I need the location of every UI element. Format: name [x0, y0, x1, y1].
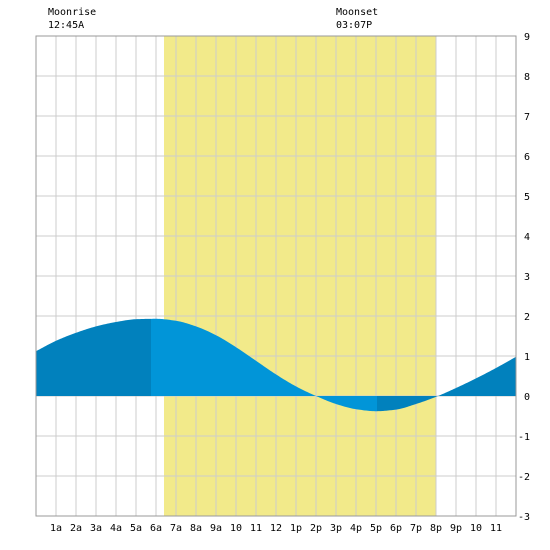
tide-area-night: [36, 318, 151, 396]
x-tick-label: 9p: [450, 523, 462, 534]
moonrise-label: Moonrise: [48, 7, 96, 18]
x-tick-label: 2p: [310, 523, 322, 534]
x-tick-label: 12: [270, 523, 282, 534]
y-tick-label: 4: [524, 232, 530, 243]
y-tick-label: 3: [524, 272, 530, 283]
x-tick-label: 9a: [210, 523, 222, 534]
y-tick-label: 5: [524, 192, 530, 203]
x-tick-label: 11: [490, 523, 502, 534]
tide-area-day: [151, 318, 377, 412]
x-tick-label: 11: [250, 523, 262, 534]
x-tick-label: 7p: [410, 523, 422, 534]
x-tick-label: 1p: [290, 523, 302, 534]
x-tick-label: 8a: [190, 523, 202, 534]
y-tick-label: -2: [518, 472, 530, 483]
x-tick-label: 1a: [50, 523, 62, 534]
x-tick-label: 6a: [150, 523, 162, 534]
x-tick-label: 7a: [170, 523, 182, 534]
x-tick-label: 5p: [370, 523, 382, 534]
x-tick-label: 3a: [90, 523, 102, 534]
x-tick-label: 2a: [70, 523, 82, 534]
moonrise-time: 12:45A: [48, 20, 84, 31]
y-tick-label: -3: [518, 512, 530, 523]
x-tick-label: 8p: [430, 523, 442, 534]
y-tick-label: 6: [524, 152, 530, 163]
y-tick-label: 1: [524, 352, 530, 363]
tide-area-night: [377, 356, 516, 412]
moonset-time: 03:07P: [336, 20, 372, 31]
x-tick-label: 4a: [110, 523, 122, 534]
moonset-label: Moonset: [336, 7, 378, 18]
x-tick-label: 10: [230, 523, 242, 534]
x-tick-label: 4p: [350, 523, 362, 534]
y-tick-label: -1: [518, 432, 530, 443]
plot-border: [35, 35, 517, 517]
x-tick-label: 5a: [130, 523, 142, 534]
x-tick-label: 6p: [390, 523, 402, 534]
y-tick-label: 0: [524, 392, 530, 403]
y-tick-label: 7: [524, 112, 530, 123]
y-tick-label: 9: [524, 32, 530, 43]
x-tick-label: 10: [470, 523, 482, 534]
y-tick-label: 2: [524, 312, 530, 323]
x-tick-label: 3p: [330, 523, 342, 534]
y-tick-label: 8: [524, 72, 530, 83]
